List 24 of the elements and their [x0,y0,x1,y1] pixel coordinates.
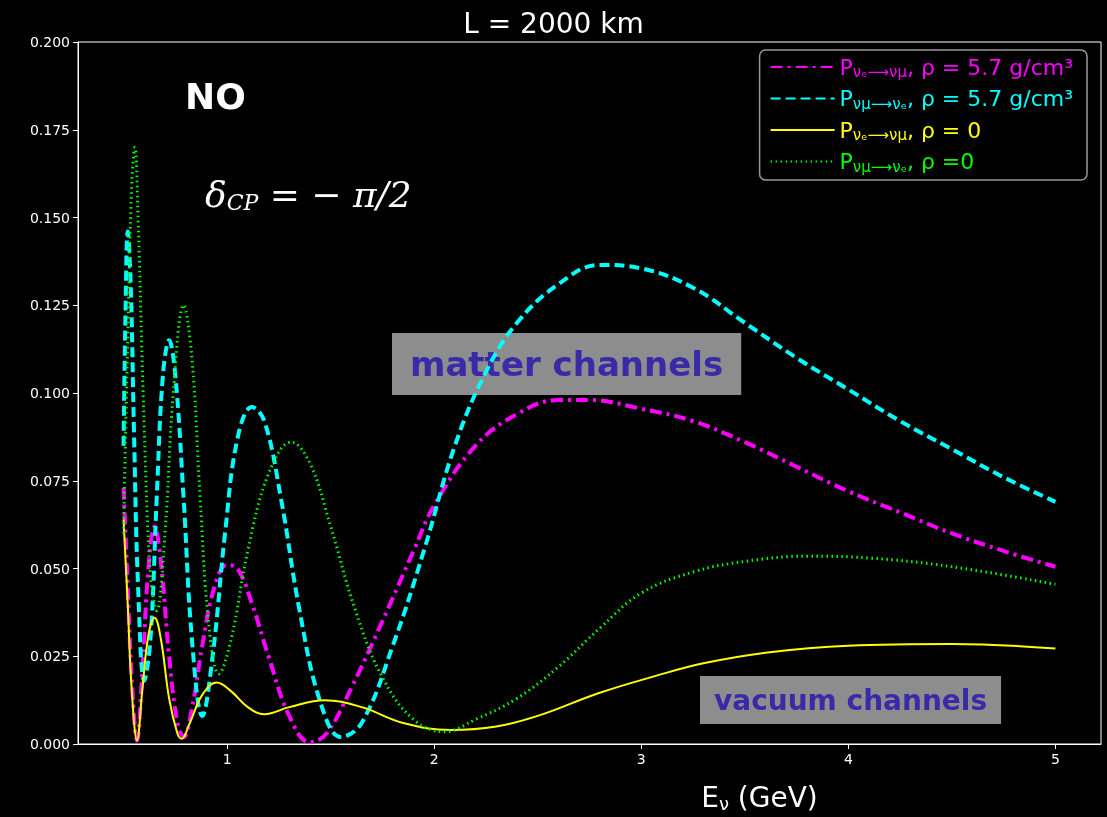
y-tick-label: 0.100 [29,385,70,401]
y-tick-label: 0.125 [29,297,70,314]
chart-title: L = 2000 km [463,6,644,40]
annotation: matter channels [410,344,724,384]
line-series [122,518,1057,742]
annotation: NO [185,75,246,117]
line-series [121,398,1058,745]
line-series [122,145,1057,734]
y-tick-label: 0.050 [29,560,70,577]
annotation: δCP = − π/2 [205,173,412,215]
annotation: vacuum channels [714,683,988,717]
y-tick-label: 0.000 [29,736,70,752]
y-tick-label: 0.150 [29,209,70,226]
y-tick-label: 0.025 [29,648,70,665]
x-axis-title: Eν (GeV) [701,780,818,814]
x-tick-label: 5 [1050,751,1060,767]
x-tick-label: 1 [222,751,232,767]
x-tick-label: 3 [636,751,646,767]
line-series [121,229,1058,739]
y-tick-label: 0.075 [29,472,70,489]
y-tick-label: 0.200 [29,34,70,50]
x-tick-label: 4 [843,751,853,767]
x-tick-label: 2 [429,751,439,767]
y-tick-label: 0.175 [29,121,70,138]
